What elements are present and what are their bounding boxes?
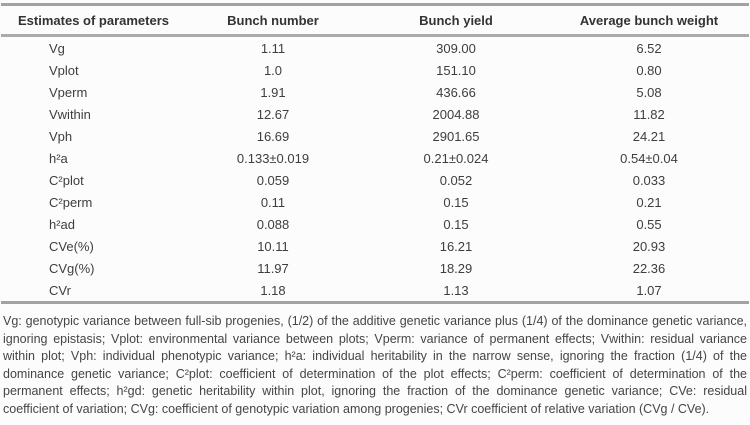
cell-value: 10.11 <box>257 238 289 254</box>
param-label: Vperm <box>49 84 88 100</box>
cell-value: 1.11 <box>260 40 286 56</box>
cell-value: 0.21±0.024 <box>423 150 489 166</box>
cell-value: 22.36 <box>632 260 666 276</box>
param-label: h²a <box>49 150 68 166</box>
cell-value: 2004.88 <box>432 106 480 122</box>
table-row: CVg(%) 11.97 18.29 22.36 <box>1 257 749 279</box>
cell-value: 0.15 <box>443 194 469 210</box>
cell-value: 2901.65 <box>432 128 480 144</box>
param-label: Vph <box>49 128 73 144</box>
cell-value: 20.93 <box>632 238 666 254</box>
param-label: Vg <box>49 40 65 56</box>
table-row: h²a 0.133±0.019 0.21±0.024 0.54±0.04 <box>1 147 749 169</box>
table-row: CVe(%) 10.11 16.21 20.93 <box>1 235 749 257</box>
param-label: C²perm <box>49 194 93 210</box>
cell-value: 0.11 <box>260 194 286 210</box>
cell-value: 0.21 <box>636 194 662 210</box>
cell-value: 1.91 <box>260 84 286 100</box>
cell-value: 16.21 <box>439 238 473 254</box>
cell-value: 0.54±0.04 <box>620 150 678 166</box>
cell-value: 0.80 <box>636 62 662 78</box>
cell-value: 6.52 <box>636 40 662 56</box>
parameter-estimates-table: Estimates of parameters Bunch number Bun… <box>1 3 749 304</box>
cell-value: 1.07 <box>636 282 662 298</box>
cell-value: 16.69 <box>256 128 290 144</box>
cell-value: 12.67 <box>256 106 290 122</box>
table-row: Vperm 1.91 436.66 5.08 <box>1 81 749 103</box>
cell-value: 436.66 <box>436 84 476 100</box>
cell-value: 18.29 <box>439 260 473 276</box>
cell-value: 11.97 <box>257 260 289 276</box>
cell-value: 1.0 <box>263 62 283 78</box>
table-row: Vg 1.11 309.00 6.52 <box>1 36 749 60</box>
param-label: CVr <box>49 282 71 298</box>
cell-value: 0.133±0.019 <box>236 150 310 166</box>
table-row: Vplot 1.0 151.10 0.80 <box>1 59 749 81</box>
column-header-bunch-yield: Bunch yield <box>363 4 549 37</box>
param-label: Vplot <box>49 62 79 78</box>
table-row: C²perm 0.11 0.15 0.21 <box>1 191 749 213</box>
param-label: CVe(%) <box>49 238 94 254</box>
cell-value: 1.18 <box>260 282 286 298</box>
cell-value: 0.15 <box>443 216 469 232</box>
column-header-parameters: Estimates of parameters <box>1 4 183 37</box>
cell-value: 11.82 <box>633 106 665 122</box>
column-header-bunch-number: Bunch number <box>183 4 363 37</box>
cell-value: 24.21 <box>632 128 666 144</box>
cell-value: 0.088 <box>256 216 290 232</box>
param-label: CVg(%) <box>49 260 95 276</box>
param-label: h²ad <box>49 216 76 232</box>
cell-value: 0.55 <box>636 216 662 232</box>
cell-value: 5.08 <box>636 84 662 100</box>
table-row: Vph 16.69 2901.65 24.21 <box>1 125 749 147</box>
table-row: CVr 1.18 1.13 1.07 <box>1 279 749 303</box>
column-header-average-bunch-weight: Average bunch weight <box>549 4 749 37</box>
cell-value: 151.10 <box>436 62 476 78</box>
table-row: h²ad 0.088 0.15 0.55 <box>1 213 749 235</box>
table-footnote: Vg: genotypic variance between full-sib … <box>3 314 747 416</box>
table-header-row: Estimates of parameters Bunch number Bun… <box>1 4 749 37</box>
table-row: C²plot 0.059 0.052 0.033 <box>1 169 749 191</box>
cell-value: 0.033 <box>632 172 666 188</box>
param-label: Vwithin <box>49 106 91 122</box>
cell-value: 1.13 <box>443 282 469 298</box>
param-label: C²plot <box>49 172 84 188</box>
cell-value: 0.059 <box>256 172 290 188</box>
cell-value: 309.00 <box>436 40 476 56</box>
table-row: Vwithin 12.67 2004.88 11.82 <box>1 103 749 125</box>
cell-value: 0.052 <box>439 172 473 188</box>
